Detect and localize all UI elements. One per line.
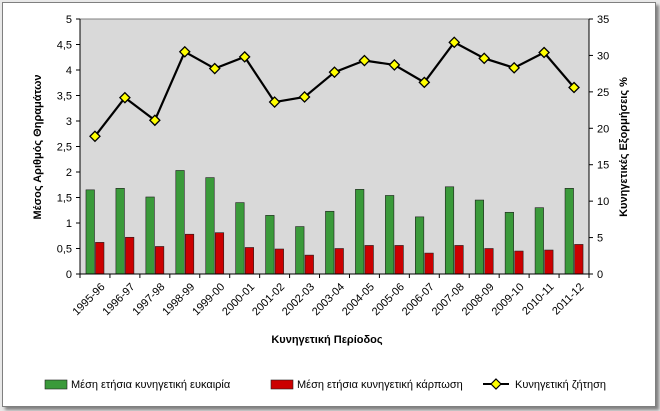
bar-hunting-opportunity [295,226,305,275]
right-tick-label: 10 [597,196,609,208]
legend-label-demand: Κυνηγετική ζήτηση [515,379,606,391]
legend: Μέση ετήσια κυνηγετική ευκαιρία Μέση ετήσ… [44,378,606,391]
legend-label-opportunity: Μέση ετήσια κυνηγετική ευκαιρία [71,379,231,391]
bar-hunting-harvest [334,248,344,275]
line-point-marker [448,36,461,49]
right-tick-label: 30 [597,50,609,62]
line-point-marker [148,114,161,127]
bar-hunting-opportunity [265,215,275,275]
line-point-marker [508,61,521,74]
bar-hunting-opportunity [534,207,544,275]
bar-hunting-harvest [125,236,135,275]
line-point-marker [208,62,221,75]
line-point-marker [268,96,281,108]
bar-hunting-harvest [244,247,254,275]
left-tick-label: 1 [66,218,72,230]
legend-marker-demand [490,378,502,390]
bar-hunting-harvest [484,248,494,275]
left-tick-label: 4 [66,65,72,77]
left-axis: 0 0,5 1 1,5 2 2,5 3 3,5 4 4,5 5 [57,14,81,281]
bar-hunting-harvest [394,245,404,275]
bar-hunting-harvest [304,254,314,275]
x-tick-label: 2009-10 [490,281,527,318]
bar-hunting-opportunity [385,195,395,275]
bar-hunting-opportunity [444,186,455,275]
line-point-marker [178,45,191,58]
y2-axis-title: Κυνηγετικές Εξορμήσεις % [618,77,630,217]
line-point-marker [388,58,401,71]
bar-hunting-opportunity [115,188,125,275]
bar-hunting-opportunity [145,196,155,275]
line-point-marker [568,81,580,94]
bar-hunting-harvest [214,232,225,275]
line-point-marker [328,66,341,79]
right-tick-label: 35 [597,14,609,26]
line-point-marker [89,130,101,143]
line-point-marker [478,52,491,65]
right-tick-label: 0 [597,269,603,281]
bar-hunting-harvest [364,245,374,275]
left-tick-label: 3 [66,116,72,128]
bar-hunting-harvest [184,233,195,275]
left-tick-label: 5 [66,14,72,26]
bar-hunting-opportunity [355,189,365,275]
right-tick-label: 15 [597,160,609,172]
left-tick-label: 1,5 [57,193,72,205]
bar-hunting-harvest [274,248,284,275]
line-point-marker [298,91,311,103]
x-tick-label: 2011-12 [550,281,586,317]
bar-hunting-opportunity [175,170,185,275]
right-tick-label: 20 [597,123,609,135]
bar-hunting-opportunity [504,211,514,275]
bar-hunting-opportunity [415,216,425,275]
left-tick-label: 0,5 [57,244,72,256]
line-point-marker [238,50,251,63]
bar-hunting-opportunity [205,177,215,275]
left-tick-label: 3,5 [57,91,72,103]
bars-group [85,170,584,275]
bar-hunting-opportunity [564,188,574,275]
y-axis-title: Μέσος Αριθμός Θηραμάτων [32,74,44,219]
plot-area [79,18,590,275]
line-point-marker [538,46,551,59]
right-tick-label: 5 [597,233,603,245]
line-point-marker [418,76,431,89]
chart-frame: 0 0,5 1 1,5 2 2,5 3 3,5 4 4,5 5 0 5 10 15 20 25 30 35 199… [2,2,656,407]
bar-hunting-harvest [95,242,105,275]
x-axis: 1995-961996-971997-981998-991999-002000-… [71,273,590,318]
right-tick-label: 25 [597,87,609,99]
bar-hunting-opportunity [85,189,95,275]
bar-hunting-harvest [155,246,165,275]
line-series-group [89,36,580,143]
left-tick-label: 4,5 [57,40,72,52]
legend-swatch-harvest [270,379,294,390]
bar-hunting-harvest [544,249,554,275]
bar-hunting-opportunity [474,199,485,275]
left-tick-label: 0 [66,269,72,281]
bar-hunting-harvest [574,244,584,275]
chart-svg: 0 0,5 1 1,5 2 2,5 3 3,5 4 4,5 5 0 5 10 15 20 25 30 35 199… [32,14,630,391]
bar-hunting-harvest [514,250,524,275]
bar-hunting-harvest [454,245,464,275]
x-axis-title: Κυνηγετική Περίοδος [271,334,383,346]
left-tick-label: 2 [66,167,72,179]
legend-label-harvest: Μέση ετήσια κυνηγετική κάρπωση [297,379,463,391]
line-point-marker [118,91,131,104]
bar-hunting-opportunity [325,210,335,275]
bar-hunting-opportunity [235,202,245,275]
x-tick-label: 2010-11 [520,281,556,317]
legend-swatch-opportunity [44,379,68,390]
line-point-marker [358,54,371,67]
bar-hunting-harvest [424,252,434,275]
left-tick-label: 2,5 [57,142,72,154]
right-axis: 0 5 10 15 20 25 30 35 [588,14,609,281]
